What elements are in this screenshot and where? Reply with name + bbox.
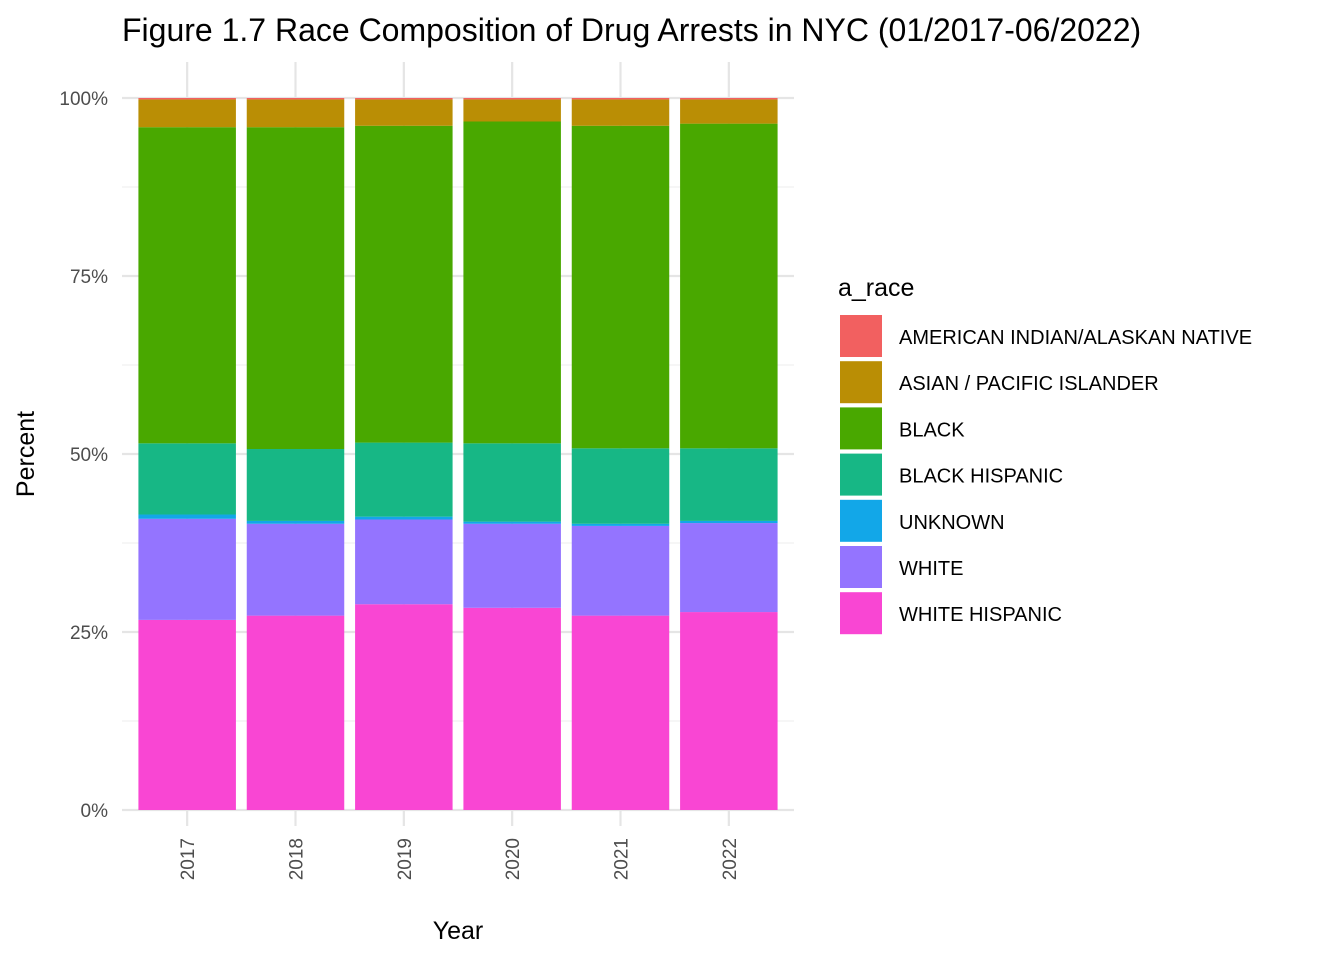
bar-segment bbox=[355, 604, 453, 810]
x-axis-tick-labels: 2017 2018 2019 2020 2021 2022 bbox=[178, 838, 741, 880]
bar-segment bbox=[571, 523, 670, 526]
bar-segment bbox=[246, 615, 345, 810]
bar-segment bbox=[138, 518, 236, 620]
bar-segment bbox=[355, 519, 453, 605]
legend-swatch bbox=[840, 453, 882, 496]
legend-label: BLACK HISPANIC bbox=[899, 466, 1063, 488]
bar-segment bbox=[571, 448, 670, 524]
x-tick-label: 2020 bbox=[503, 838, 524, 880]
bar-segment bbox=[138, 99, 236, 128]
x-tick-label: 2021 bbox=[612, 838, 633, 880]
bar-segment bbox=[463, 521, 561, 524]
bar-segment bbox=[680, 98, 778, 100]
bar-segment bbox=[246, 127, 345, 450]
bar-segment bbox=[138, 127, 236, 444]
bar-segment bbox=[355, 99, 453, 126]
bar-segment bbox=[138, 514, 236, 519]
y-tick-label: 25% bbox=[70, 623, 108, 644]
bar-segment bbox=[571, 99, 670, 126]
y-axis-title: Percent bbox=[12, 411, 40, 497]
y-tick-label: 0% bbox=[81, 801, 109, 822]
bar-segment bbox=[571, 125, 670, 449]
x-axis-title: Year bbox=[433, 917, 484, 945]
bar-segment bbox=[355, 442, 453, 517]
bar-segment bbox=[463, 99, 561, 122]
y-axis-tick-labels: 0% 25% 50% 75% 100% bbox=[59, 89, 108, 822]
bar-segment bbox=[246, 449, 345, 521]
bar-segment bbox=[138, 98, 236, 100]
legend-label: WHITE bbox=[899, 558, 963, 580]
bar-segment bbox=[246, 523, 345, 616]
bar-segment bbox=[680, 99, 778, 124]
y-tick-label: 100% bbox=[59, 89, 108, 110]
legend-swatch bbox=[840, 407, 882, 450]
legend-label: AMERICAN INDIAN/ALASKAN NATIVE bbox=[899, 327, 1252, 349]
bar-segment bbox=[355, 125, 453, 443]
legend-items: AMERICAN INDIAN/ALASKAN NATIVE ASIAN / PA… bbox=[840, 315, 1252, 635]
bar-segment bbox=[463, 98, 561, 100]
bar-segment bbox=[355, 516, 453, 520]
chart-title: Figure 1.7 Race Composition of Drug Arre… bbox=[122, 12, 1141, 48]
bar-segment bbox=[463, 443, 561, 522]
legend-swatch bbox=[840, 499, 882, 542]
bar-segment bbox=[680, 523, 778, 613]
bar-segment bbox=[680, 448, 778, 521]
bar-segment bbox=[463, 121, 561, 444]
legend-label: ASIAN / PACIFIC ISLANDER bbox=[899, 373, 1159, 395]
legend-swatch bbox=[840, 361, 882, 404]
bar-segment bbox=[138, 443, 236, 515]
bar-segment bbox=[355, 98, 453, 100]
bar-segment bbox=[463, 607, 561, 810]
x-tick-label: 2017 bbox=[178, 838, 199, 880]
bar-segment bbox=[138, 619, 236, 810]
bar-segment bbox=[463, 523, 561, 608]
legend: a_race AMERICAN INDIAN/ALASKAN NATIVE ASI… bbox=[838, 274, 1252, 635]
legend-label: WHITE HISPANIC bbox=[899, 604, 1062, 626]
bar-segment bbox=[246, 99, 345, 128]
bar-segment bbox=[571, 525, 670, 616]
legend-swatch bbox=[840, 592, 882, 635]
bar-segment bbox=[571, 615, 670, 810]
legend-swatch bbox=[840, 315, 882, 357]
bar-segment bbox=[571, 98, 670, 100]
bar-segment bbox=[246, 520, 345, 524]
x-tick-label: 2022 bbox=[720, 838, 741, 880]
y-tick-label: 50% bbox=[70, 445, 108, 466]
legend-swatch bbox=[840, 546, 882, 588]
bar-segment bbox=[246, 98, 345, 100]
bars bbox=[138, 98, 778, 810]
x-tick-label: 2019 bbox=[395, 838, 416, 880]
legend-label: BLACK bbox=[899, 419, 965, 441]
bar-segment bbox=[680, 123, 778, 449]
bar-segment bbox=[680, 612, 778, 810]
legend-title: a_race bbox=[838, 274, 914, 302]
legend-label: UNKNOWN bbox=[899, 512, 1005, 534]
x-tick-label: 2018 bbox=[287, 838, 308, 880]
bar-segment bbox=[680, 520, 778, 524]
y-tick-label: 75% bbox=[70, 267, 108, 288]
